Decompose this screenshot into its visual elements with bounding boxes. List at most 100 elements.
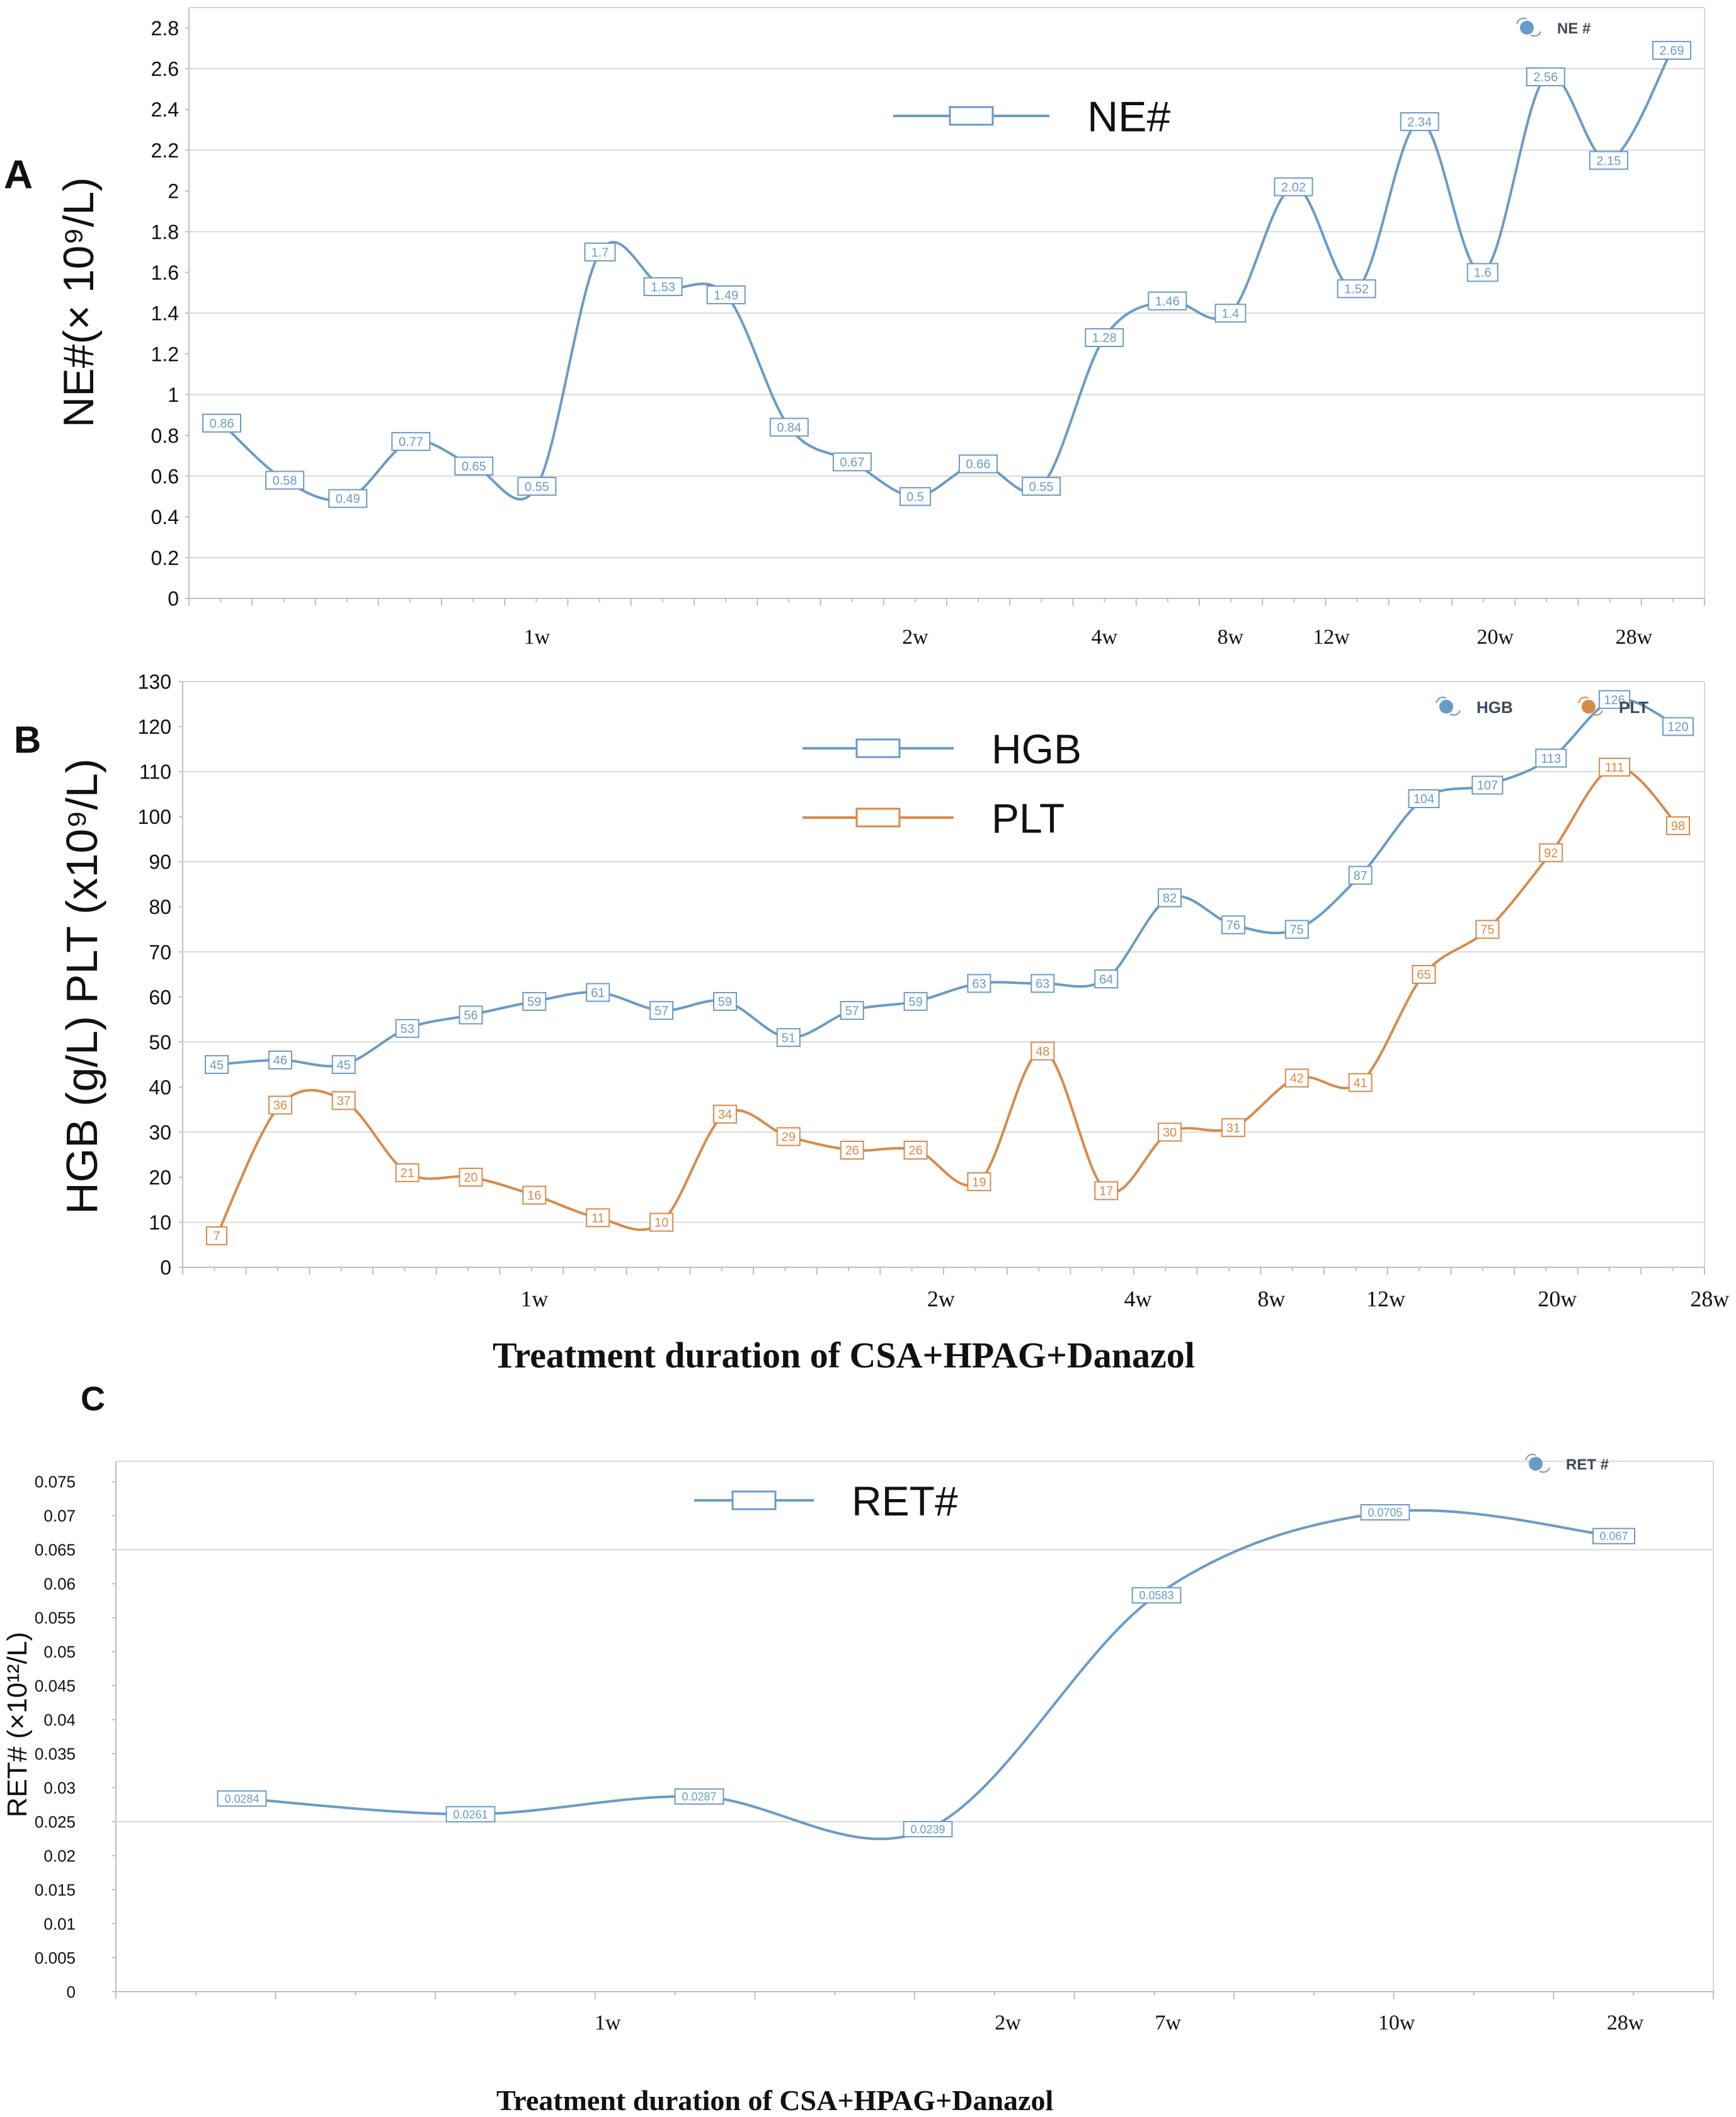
data-label-hgb: 63 (972, 978, 986, 991)
y-tick-label-c: 0.07 (43, 1507, 76, 1526)
y-tick-label-b: 80 (149, 896, 171, 918)
legend-label-b: PLT (991, 795, 1065, 842)
y-tick-label-a: 0 (168, 588, 179, 610)
data-point-hgb (1348, 865, 1373, 885)
y-tick-label-b: 30 (149, 1121, 171, 1144)
data-point-hgb (586, 983, 610, 1002)
data-point-plt (967, 1172, 991, 1192)
data-label-ret: 0.067 (1599, 1530, 1628, 1543)
data-point-plt (268, 1095, 292, 1115)
y-tick-label-c: 0.01 (43, 1914, 76, 1933)
data-label-hgb: 53 (400, 1022, 414, 1036)
y-tick-label-b: 100 (138, 806, 171, 828)
data-point-ne (454, 456, 494, 476)
data-point-plt (586, 1208, 610, 1228)
data-label-hgb: 120 (1667, 721, 1688, 734)
data-point-plt (713, 1104, 737, 1124)
y-tick-label-c: 0.005 (35, 1948, 76, 1967)
data-label-plt: 111 (1605, 761, 1624, 775)
data-point-plt (395, 1163, 420, 1182)
data-label-plt: 29 (782, 1131, 796, 1144)
x-tick-label-b: 4w (1124, 1286, 1152, 1311)
y-tick-label-b: 110 (139, 761, 171, 784)
data-label-ne: 0.67 (840, 456, 864, 470)
data-point-ne (643, 277, 683, 297)
data-point-hgb (967, 974, 991, 993)
x-tick-label-c: 7w (1155, 2011, 1181, 2034)
data-label-hgb: 59 (908, 995, 922, 1009)
data-label-ne: 0.49 (336, 493, 360, 506)
legend-label-b: HGB (991, 726, 1082, 772)
y-tick-label-a: 0.4 (151, 506, 179, 528)
data-point-ne (1466, 263, 1499, 282)
data-point-ne (832, 452, 872, 472)
data-label-hgb: 59 (527, 995, 541, 1009)
data-label-hgb: 113 (1541, 752, 1561, 766)
data-label-plt: 7 (213, 1230, 220, 1243)
data-label-ret: 0.0287 (682, 1791, 716, 1803)
data-point-ne (584, 243, 616, 262)
y-tick-label-c: 0.06 (43, 1575, 76, 1594)
corner-legend-label-b: PLT (1619, 698, 1648, 717)
data-label-hgb: 64 (1099, 973, 1113, 986)
data-label-plt: 36 (273, 1099, 287, 1113)
legend-series-icon (1582, 700, 1596, 714)
data-label-hgb: 63 (1036, 978, 1049, 991)
legend-series-icon-swoosh (1578, 697, 1603, 716)
data-point-plt (206, 1226, 227, 1245)
data-point-ret (445, 1806, 496, 1823)
data-label-plt: 26 (908, 1144, 922, 1158)
data-point-hgb (1284, 920, 1309, 939)
y-axis-label-a: NE#(× 10⁹/L) (55, 177, 103, 428)
data-label-plt: 21 (400, 1167, 414, 1180)
data-label-plt: 41 (1354, 1076, 1368, 1090)
data-point-plt (1539, 843, 1563, 862)
x-tick-label-b: 12w (1366, 1286, 1405, 1311)
data-label-plt: 48 (1036, 1045, 1049, 1059)
data-point-plt (1221, 1118, 1245, 1138)
data-point-hgb (1471, 775, 1504, 795)
data-label-ne: 1.6 (1474, 266, 1492, 280)
data-point-hgb (1535, 748, 1567, 768)
y-tick-label-c: 0.03 (43, 1779, 76, 1798)
data-label-hgb: 45 (210, 1058, 224, 1072)
y-tick-label-c: 0.04 (43, 1711, 76, 1730)
data-label-plt: 34 (718, 1108, 732, 1122)
data-point-hgb (268, 1050, 292, 1070)
data-point-ne (1337, 279, 1376, 299)
y-tick-label-c: 0.045 (35, 1677, 76, 1696)
y-tick-label-a: 1 (168, 384, 179, 406)
x-tick-label-a: 12w (1313, 625, 1350, 649)
data-label-hgb: 45 (337, 1058, 351, 1072)
chart-a: 0 0.2 0.4 0.6 0.8 1 1.2 1.4 1.6 1.8 2 2.2 2.4 2.6 2.8 1… (55, 7, 1705, 649)
data-label-plt: 92 (1544, 847, 1558, 860)
data-point-plt (776, 1127, 801, 1146)
x-tick-label-b: 2w (927, 1286, 955, 1311)
y-tick-label-a: 1.2 (151, 343, 179, 365)
data-point-plt (331, 1091, 356, 1110)
y-tick-label-a: 1.6 (151, 261, 179, 284)
data-label-ret: 0.0239 (910, 1823, 945, 1835)
data-label-ne: 1.4 (1221, 307, 1239, 321)
data-point-plt (1031, 1041, 1055, 1061)
panel-letter-a: A (4, 152, 33, 197)
data-label-ne: 2.34 (1407, 115, 1432, 129)
data-label-plt: 16 (527, 1189, 541, 1203)
legend-series-icon-swoosh (1525, 1454, 1550, 1473)
y-tick-label-a: 2.8 (151, 17, 179, 40)
data-label-ne: 1.49 (714, 288, 738, 302)
y-tick-label-c: 0.02 (43, 1846, 76, 1865)
data-label-hgb: 107 (1477, 779, 1498, 793)
data-label-hgb: 82 (1163, 892, 1177, 906)
data-label-ne: 0.55 (525, 480, 549, 494)
x-tick-label-b: 1w (520, 1286, 548, 1311)
data-point-hgb (649, 1001, 674, 1020)
data-point-hgb (395, 1019, 420, 1038)
y-tick-label-c: 0.075 (35, 1473, 76, 1492)
data-point-plt (1158, 1122, 1182, 1142)
y-tick-label-c: 0.015 (35, 1880, 76, 1899)
x-tick-label-a: 4w (1091, 625, 1117, 649)
series-line-ne (220, 49, 1673, 502)
data-point-hgb (1031, 974, 1055, 993)
series-line-plt (215, 765, 1679, 1236)
